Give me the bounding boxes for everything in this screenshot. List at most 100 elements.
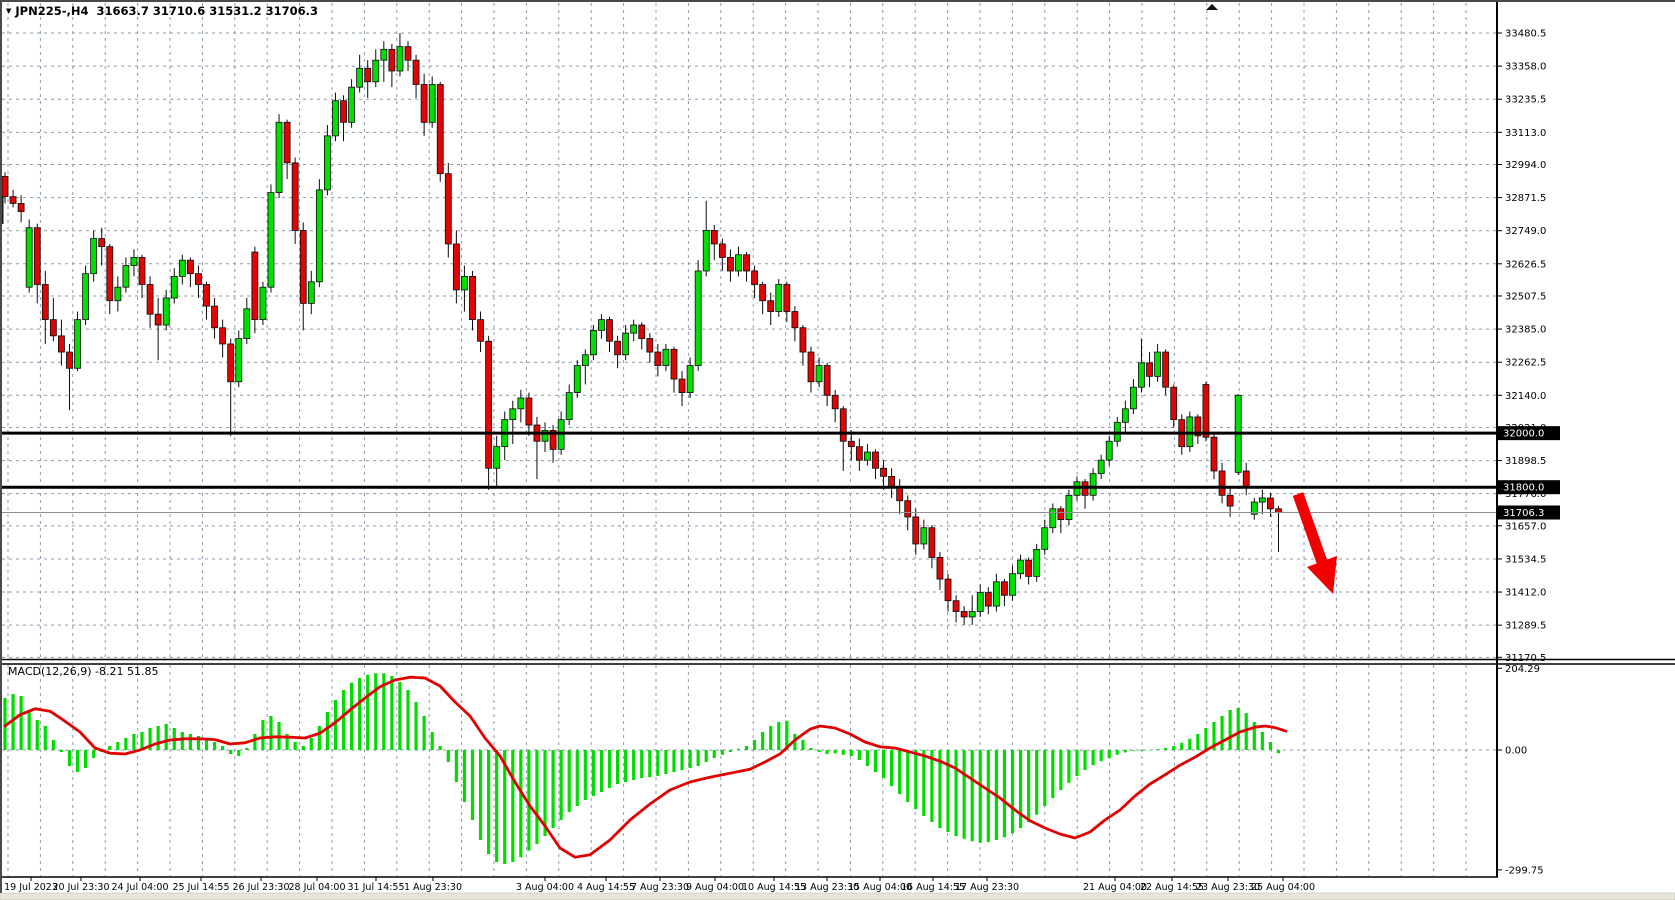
bear-candle: [847, 440, 855, 448]
bull-candle: [1250, 501, 1258, 515]
price-axis-label: 31534.5: [1505, 554, 1546, 565]
bull-candle: [1041, 527, 1049, 550]
bear-candle: [1267, 497, 1274, 510]
price-axis-label: 33113.0: [1505, 128, 1546, 139]
bear-candle: [1162, 351, 1170, 388]
time-axis-label: 7 Aug 23:30: [631, 882, 689, 893]
bear-candle: [525, 397, 533, 426]
bear-candle: [1170, 386, 1178, 421]
macd-signal-line: [3, 675, 1288, 859]
price-axis-label: 32507.5: [1505, 291, 1546, 302]
bear-candle: [17, 203, 25, 212]
bear-candle: [388, 48, 396, 72]
bear-candle: [404, 46, 412, 61]
bear-candle: [9, 196, 17, 204]
bull-candle: [90, 238, 98, 275]
price-axis-label: 32262.5: [1505, 358, 1546, 369]
bull-candle: [74, 319, 81, 369]
bear-candle: [41, 284, 49, 321]
time-axis-area[interactable]: [0, 877, 1675, 895]
bull-candle: [702, 230, 710, 272]
time-axis-label: 24 Jul 04:00: [112, 882, 169, 893]
time-axis-label: 13 Aug 23:30: [795, 882, 859, 893]
bear-candle: [855, 446, 863, 461]
bear-candle: [904, 500, 912, 518]
bull-candle: [630, 324, 638, 334]
bull-candle: [235, 338, 243, 383]
bull-candle: [178, 259, 186, 277]
bear-candle: [227, 343, 235, 383]
bull-candle: [735, 254, 742, 272]
bear-candle: [66, 351, 73, 369]
bull-candle: [493, 446, 501, 469]
bull-candle: [589, 330, 597, 356]
bull-candle: [130, 257, 138, 266]
bear-candle: [98, 238, 106, 248]
bear-candle: [485, 340, 493, 469]
current-price-tag: [1498, 505, 1560, 520]
bear-candle: [952, 600, 960, 612]
bear-candle: [936, 557, 944, 580]
bear-candle: [759, 284, 767, 302]
bear-candle: [928, 527, 936, 558]
bear-candle: [646, 338, 654, 353]
bear-candle: [283, 121, 291, 164]
time-axis-label: 22 Aug 14:55: [1140, 882, 1204, 893]
price-axis-label: 33358.0: [1505, 62, 1546, 73]
price-chart-area[interactable]: [2, 2, 1495, 658]
bear-candle: [823, 365, 831, 396]
time-axis-label: 16 Aug 14:55: [901, 882, 965, 893]
bear-candle: [203, 284, 210, 307]
bull-candle: [976, 592, 984, 612]
bear-candle: [1242, 470, 1250, 488]
bear-candle: [1, 175, 9, 198]
bear-candle: [614, 340, 621, 356]
price-axis-label: 32140.0: [1505, 391, 1546, 402]
bull-candle: [25, 227, 33, 288]
price-axis-label: 32871.5: [1505, 193, 1546, 204]
bear-candle: [1218, 470, 1226, 496]
bear-candle: [670, 348, 678, 380]
chart-title: ▼ JPN225-,H4 31663.7 31710.6 31531.2 3170…: [6, 4, 318, 18]
bear-candle: [452, 243, 460, 291]
level-price-tag-text: 32000.0: [1503, 429, 1544, 440]
bear-candle: [727, 257, 734, 272]
bear-candle: [219, 327, 227, 345]
price-axis-label: 31776.0: [1505, 489, 1546, 500]
bear-candle: [880, 467, 887, 477]
symbol-dropdown-icon[interactable]: ▼: [6, 7, 12, 15]
horizontal-level-lines: [0, 431, 1497, 514]
price-axis-label: 33480.5: [1505, 29, 1546, 40]
bull-candle: [356, 67, 364, 88]
macd-axis-label: 0.00: [1505, 746, 1527, 757]
bear-candle: [654, 351, 662, 366]
bear-candle: [49, 319, 57, 337]
bull-candle: [323, 135, 331, 191]
bear-candle: [710, 230, 718, 245]
macd-axis-label: 204.29: [1505, 664, 1540, 675]
price-axis: 33480.5 33358.0 33235.5 33113.0 32994.0 32871…: [1496, 0, 1546, 877]
trend-arrow-annotation[interactable]: [1292, 492, 1337, 594]
time-axis-label: 19 Jul 2023: [4, 882, 58, 893]
bear-candle: [1202, 384, 1210, 438]
time-axis-label: 21 Aug 04:00: [1083, 882, 1147, 893]
bull-candle: [1258, 497, 1266, 503]
bull-candle: [1049, 508, 1057, 529]
bear-candle: [839, 408, 847, 442]
bull-candle: [275, 121, 283, 193]
bull-candle: [114, 286, 122, 302]
bull-candle: [1154, 351, 1161, 377]
bull-candle: [541, 430, 549, 442]
bull-candle: [815, 365, 823, 383]
level-price-tag: [1498, 426, 1560, 441]
bear-candle: [606, 319, 613, 342]
time-axis-label: 25 Aug 04:00: [1251, 882, 1315, 893]
bear-candle: [58, 335, 65, 353]
time-axis-label: 17 Aug 23:30: [955, 882, 1019, 893]
bull-candle: [864, 451, 871, 461]
bear-candle: [186, 259, 194, 275]
price-axis-label: 31412.0: [1505, 588, 1546, 599]
